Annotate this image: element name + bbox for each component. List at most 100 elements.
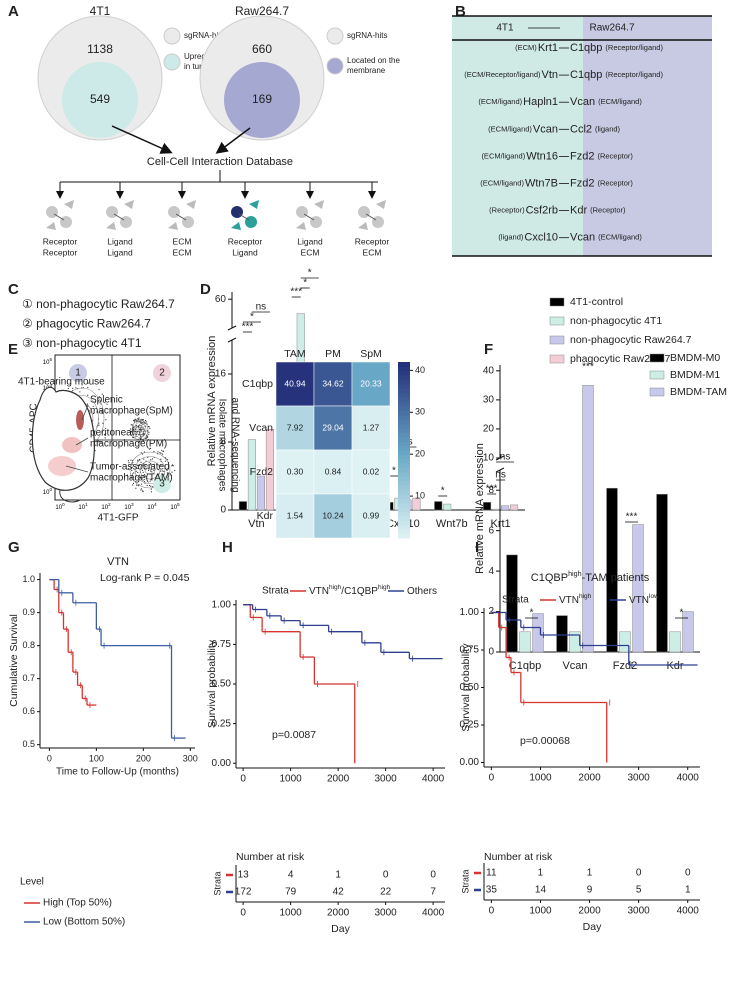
label: Raw264.7	[589, 23, 634, 34]
cell-label: 29.04	[322, 422, 344, 432]
sig-label: *	[441, 486, 445, 497]
flow-dot	[105, 419, 107, 421]
flow-dot	[140, 422, 142, 425]
legend-swatch	[649, 353, 665, 363]
mouse-tail	[59, 489, 81, 503]
x-tick-label: 3000	[628, 773, 651, 784]
flow-dot	[132, 484, 134, 486]
flow-dot	[140, 461, 142, 463]
legend-label: non-phagocytic Raw264.7	[570, 334, 692, 346]
y-tick-label: 6	[488, 525, 494, 536]
cell-gene: Fzd2	[570, 177, 594, 189]
label: macrophage(SpM)	[90, 406, 173, 417]
line	[65, 465, 89, 473]
line	[81, 404, 89, 421]
cell-gene: Kdr	[570, 205, 587, 217]
flow-dot	[150, 469, 152, 471]
risk-count: 35	[486, 885, 498, 896]
y-tick-label: 40	[483, 365, 495, 376]
cell-gene: Vtn	[541, 69, 558, 81]
flow-dot	[143, 451, 145, 453]
flow-dot	[135, 487, 137, 489]
flow-dot	[137, 468, 139, 470]
label: Survival probability	[206, 639, 218, 728]
label: 660	[252, 42, 272, 56]
label: Splenic	[90, 395, 123, 406]
flow-dot	[160, 458, 162, 460]
cell-gene: Hapln1	[523, 96, 558, 108]
x-tick-label: 100	[55, 502, 65, 511]
tick-exp: 4	[154, 502, 157, 507]
label: Fzd2	[250, 466, 274, 478]
label: 549	[90, 92, 110, 106]
cell-label: 7.92	[287, 422, 304, 432]
icon	[310, 216, 322, 228]
flow-dot	[148, 426, 150, 428]
x-tick-label: 0	[489, 773, 495, 784]
flow-dot	[87, 386, 89, 389]
label: in tumor	[184, 62, 213, 71]
x-tick-label: 1000	[280, 774, 303, 785]
flow-dot	[151, 458, 154, 460]
sig-label: *	[308, 268, 312, 279]
flow-dot	[142, 428, 144, 430]
colorbar-step	[398, 428, 410, 433]
y-tick-label: 1.00	[212, 599, 232, 610]
legend-label: VTNlow	[629, 593, 659, 605]
flow-dot	[157, 468, 160, 471]
icon	[296, 206, 308, 218]
risk-count: 7	[430, 887, 436, 898]
label: Strata	[502, 595, 529, 606]
flow-dot	[162, 465, 164, 467]
x-tick-label: 4000	[422, 774, 445, 785]
flow-dot	[162, 450, 164, 453]
flow-dot	[98, 395, 100, 398]
y-tick-label: 0.00	[460, 757, 480, 768]
table-cell: (Receptor)Csf2rb	[489, 205, 558, 217]
cell-gene: Fzd2	[570, 150, 594, 162]
bar	[265, 429, 274, 511]
flow-dot	[133, 419, 135, 422]
flow-contour	[135, 424, 145, 436]
bar	[492, 508, 501, 511]
y-tick-label: 100	[43, 487, 53, 496]
flow-dot	[138, 440, 141, 443]
flow-dot	[140, 452, 142, 454]
flow-dot	[145, 475, 147, 477]
heat-cell	[351, 449, 391, 495]
colorbar-label: 10	[415, 490, 425, 500]
line	[303, 213, 315, 221]
label: Log-rank P = 0.045	[100, 572, 190, 584]
flow-contour	[137, 427, 143, 433]
cell-note: (Receptor)	[597, 178, 633, 187]
flow-dot	[87, 403, 89, 405]
text-part: high	[329, 584, 342, 591]
label: Strata	[460, 869, 470, 893]
flow-dot	[137, 441, 140, 443]
colorbar-step	[398, 524, 410, 530]
icon	[120, 216, 132, 228]
icon	[372, 216, 384, 228]
x-tick-label: 2000	[578, 773, 601, 784]
panel-letter: H	[222, 539, 233, 556]
flow-dot	[143, 474, 146, 476]
icon	[231, 200, 259, 230]
sig-label: *	[392, 466, 396, 477]
flow-dot	[126, 474, 129, 476]
flow-dot	[148, 433, 150, 435]
tick-base: 10	[43, 490, 50, 496]
flow-dot	[149, 484, 151, 487]
flow-dot	[150, 488, 152, 490]
y-tick-label: 1.00	[460, 607, 480, 618]
risk-count: 1	[685, 885, 691, 896]
sig-label: ns	[256, 302, 267, 313]
colorbar-step	[398, 410, 410, 416]
colorbar-step	[398, 436, 410, 442]
icon	[231, 206, 243, 218]
legend-swatch	[549, 354, 565, 364]
bar	[656, 494, 668, 653]
flow-dot	[130, 432, 132, 434]
flow-dot	[142, 464, 144, 466]
cell-gene: Csf2rb	[526, 205, 558, 217]
label: 3	[159, 479, 165, 490]
